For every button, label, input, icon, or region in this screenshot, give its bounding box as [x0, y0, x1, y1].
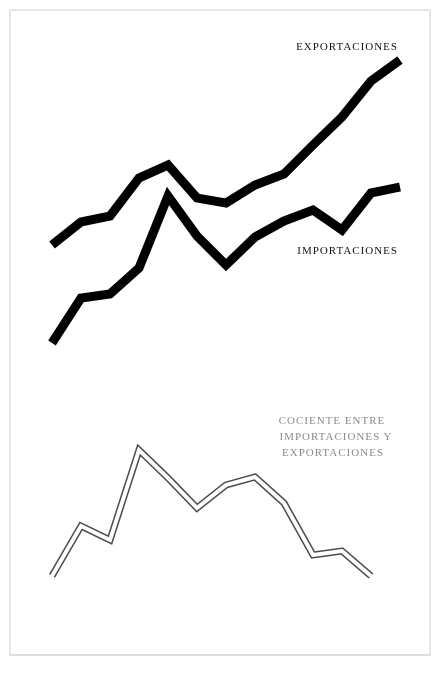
- upper-chart: [48, 56, 403, 346]
- ratio-label-line-1: COCIENTE ENTRE: [279, 415, 386, 427]
- lower-chart: [48, 443, 374, 579]
- ratio-series-line: [50, 446, 373, 578]
- exports-label: EXPORTACIONES: [296, 41, 398, 53]
- ratio-series-outline: [48, 443, 374, 579]
- imports-series-line: [48, 182, 401, 346]
- exports-series-line: [49, 56, 403, 249]
- chart-frame: [9, 9, 431, 656]
- ratio-label-line-3: EXPORTACIONES: [282, 447, 384, 459]
- ratio-label-line-2: IMPORTACIONES Y: [280, 431, 393, 443]
- imports-label: IMPORTACIONES: [297, 245, 398, 257]
